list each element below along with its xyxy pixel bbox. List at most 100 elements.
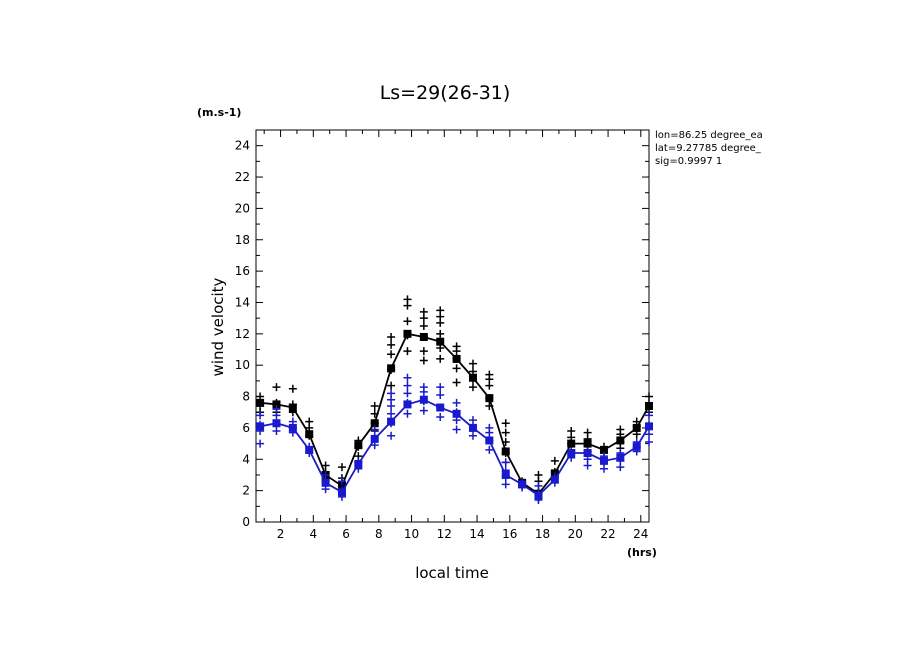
spread-point: [403, 317, 412, 326]
spread-point: [387, 332, 396, 341]
x-tick-label: 8: [375, 527, 383, 541]
data-point: [501, 470, 510, 479]
x-tick-label: 14: [469, 527, 484, 541]
data-point: [616, 453, 625, 462]
spread-point: [288, 384, 297, 393]
data-point: [354, 459, 363, 468]
data-point: [321, 478, 330, 487]
spread-point: [452, 398, 461, 407]
data-point: [403, 400, 412, 409]
spread-point: [419, 322, 428, 330]
data-point: [485, 436, 494, 445]
spread-point: [501, 438, 510, 447]
spread-point: [534, 470, 543, 479]
data-point: [468, 423, 477, 432]
x-tick-label: 10: [404, 527, 419, 541]
spread-point: [272, 383, 281, 392]
spread-point: [452, 378, 461, 387]
data-point: [337, 488, 346, 497]
spread-point: [452, 342, 461, 351]
data-point: [272, 419, 281, 428]
data-point: [354, 441, 363, 450]
y-tick-label: 20: [235, 201, 250, 215]
spread-point: [403, 381, 412, 390]
data-point: [567, 449, 576, 458]
spread-point: [403, 373, 412, 382]
spread-point: [387, 431, 396, 440]
y-tick-label: 16: [235, 264, 250, 278]
y-tick-label: 4: [242, 452, 250, 466]
info-lon: lon=86.25 degree_ea: [655, 130, 763, 141]
spread-point: [370, 409, 379, 418]
axis-ticks: 2 4 6 8 10 12 14 16 18 20 22 2402468101214161820222…: [235, 129, 649, 541]
spread-point: [321, 470, 330, 479]
data-point: [387, 417, 396, 426]
y-tick-label: 6: [242, 421, 250, 435]
data-point: [452, 409, 461, 418]
data-point: [370, 419, 379, 428]
x-tick-label: 2: [277, 527, 285, 541]
data-point: [583, 439, 592, 448]
y-tick-label: 0: [242, 515, 250, 529]
spread-point: [485, 401, 494, 410]
info-sig: sig=0.9997 1: [655, 156, 722, 167]
x-tick-label: 4: [309, 527, 317, 541]
y-tick-label: 18: [235, 233, 250, 247]
spread-point: [419, 356, 428, 365]
x-tick-label: 18: [535, 527, 550, 541]
data-point: [419, 332, 428, 341]
spread-point: [387, 389, 396, 398]
spread-point: [468, 383, 477, 392]
spread-point: [419, 383, 428, 392]
spread-point: [403, 347, 412, 356]
plot-frame: [255, 129, 650, 523]
spread-point: [403, 389, 412, 398]
data-point: [256, 398, 265, 407]
spread-point: [501, 428, 510, 437]
spread-point: [337, 477, 346, 486]
info-lat: lat=9.27785 degree_: [655, 143, 762, 154]
y-tick-label: 8: [242, 390, 250, 404]
spread-point: [387, 381, 396, 390]
chart-title: Ls=29(26-31): [380, 82, 511, 104]
spread-point: [550, 456, 559, 465]
data-point: [468, 373, 477, 382]
x-tick-label: 12: [437, 527, 452, 541]
y-tick-label: 24: [235, 139, 250, 153]
spread-point: [321, 461, 330, 470]
spread-point: [370, 401, 379, 410]
spread-point: [370, 425, 379, 434]
spread-point: [485, 445, 494, 454]
spread-point: [468, 359, 477, 368]
spread-point: [256, 411, 265, 420]
data-point: [632, 442, 641, 451]
data-point: [632, 423, 641, 432]
spread-point: [436, 383, 445, 392]
spread-point: [272, 405, 281, 414]
spread-point: [616, 425, 625, 434]
data-point: [645, 401, 653, 410]
data-point: [288, 423, 297, 432]
y-tick-label: 14: [235, 295, 250, 309]
data-point: [645, 422, 653, 431]
x-axis-unit: (hrs): [627, 546, 657, 559]
y-axis-label: wind velocity: [209, 277, 227, 376]
spread-point: [452, 364, 461, 373]
data-point: [370, 434, 379, 443]
data-point: [452, 354, 461, 363]
data-point: [599, 456, 608, 465]
data-point: [272, 400, 281, 409]
spread-point: [645, 430, 653, 439]
y-axis-unit: (m.s-1): [197, 106, 241, 119]
data-point: [436, 403, 445, 412]
data-point: [305, 430, 314, 439]
spread-point: [501, 458, 510, 467]
data-point: [436, 337, 445, 346]
spread-point: [485, 423, 494, 432]
data-point: [256, 422, 265, 431]
spread-point: [436, 412, 445, 421]
y-tick-label: 22: [235, 170, 250, 184]
series-2: [256, 373, 653, 505]
spread-point: [452, 425, 461, 434]
data-point: [485, 394, 494, 403]
